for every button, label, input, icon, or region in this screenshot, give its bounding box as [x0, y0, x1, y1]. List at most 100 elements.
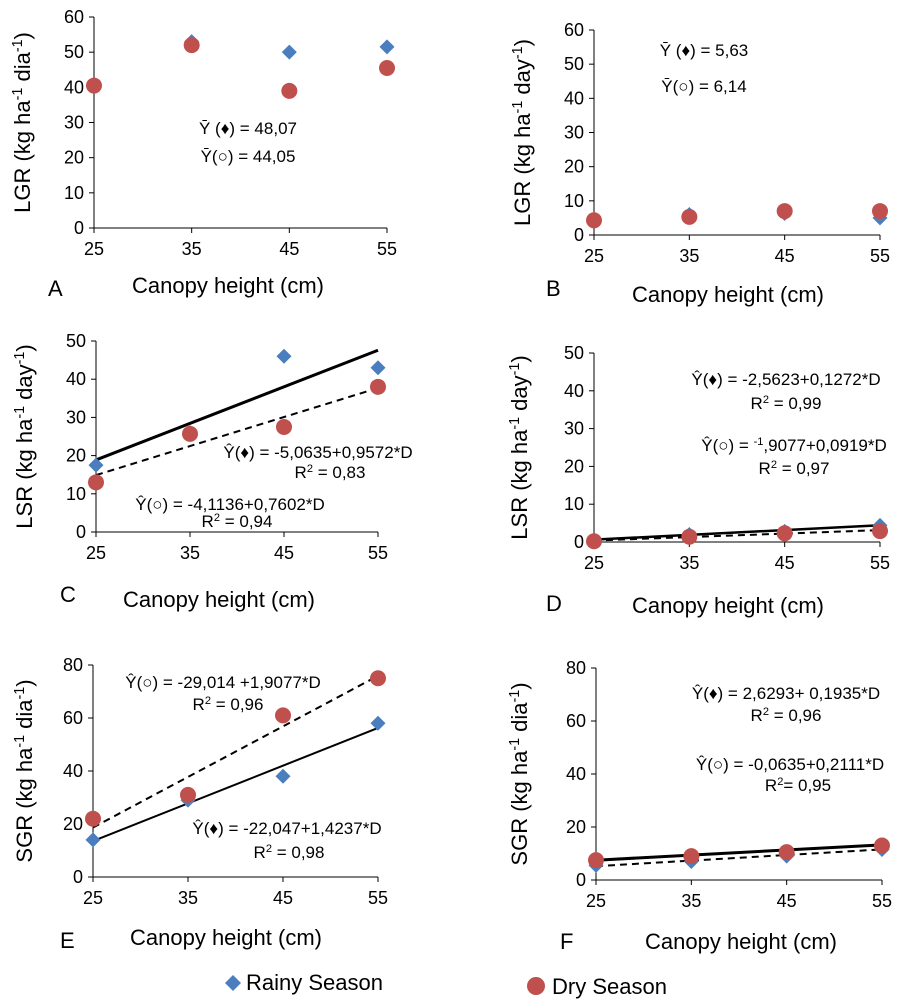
y-tick-label: 50: [564, 343, 584, 363]
panel-letter: B: [546, 276, 561, 301]
x-tick-label: 35: [182, 239, 202, 259]
dry-point: [182, 425, 198, 442]
legend: Rainy Season Dry Season: [225, 970, 667, 999]
equation-annotation: R2 = 0,96: [193, 695, 264, 714]
panel-c: 0 10 20 30 40 50 25 35 45 55 LSR (kg ha-1 day-1) Ca…: [12, 331, 413, 612]
dry-point: [281, 82, 298, 99]
x-tick-label: 35: [178, 888, 198, 908]
equation-annotation: Ŷ(○) = -0,0635+0,2111*D: [696, 755, 884, 774]
rainy-point: [275, 768, 291, 784]
legend-rainy-label: Rainy Season: [246, 970, 383, 995]
y-tick-label: 50: [66, 331, 86, 351]
x-tick-label: 45: [775, 246, 795, 266]
rainy-point: [276, 348, 292, 364]
y-axis-label: SGR (kg ha-1 dia-1): [507, 682, 532, 865]
y-tick-label: 10: [564, 191, 584, 211]
trendline-rainy: [92, 726, 379, 843]
y-axis-label: LSR (kg ha-1 day-1): [12, 344, 37, 528]
equation-annotation: R2= 0,95: [765, 776, 831, 795]
x-tick-label: 25: [584, 246, 604, 266]
panel-b: 0 10 20 30 40 50 60 25 35 45 55 LGR (kg ha-1 day-1)…: [510, 20, 890, 307]
dry-point: [588, 852, 604, 869]
y-tick-label: 30: [64, 113, 84, 133]
equation-annotation: Ȳ (♦) = 48,07: [199, 119, 297, 138]
y-tick-label: 40: [564, 381, 584, 401]
y-tick-label: 80: [63, 655, 83, 675]
y-tick-label: 10: [64, 183, 84, 203]
y-tick-label: 20: [566, 817, 586, 837]
y-axis-label: LGR (kg ha-1 day-1): [510, 39, 535, 226]
y-tick-label: 60: [63, 708, 83, 728]
x-tick-label: 35: [681, 891, 701, 911]
equation-annotation: Ŷ(○) = -4,1136+0,7602*D: [135, 495, 325, 514]
x-tick-label: 55: [870, 246, 890, 266]
y-tick-label: 20: [64, 148, 84, 168]
dry-point: [872, 523, 888, 540]
equation-annotation: R2 = 0,83: [295, 463, 366, 482]
y-tick-label: 60: [566, 711, 586, 731]
panel-a: 0 10 20 30 40 50 60 25 35 45 55 LGR (kg ha-1 dia-1)…: [10, 7, 397, 301]
y-tick-label: 20: [564, 456, 584, 476]
y-tick-label: 30: [564, 419, 584, 439]
rainy-point: [85, 832, 101, 848]
equation-annotation: Ŷ(○) = -29,014 +1,9077*D: [125, 673, 321, 692]
x-axis-label: Canopy height (cm): [632, 593, 824, 618]
panel-letter: D: [546, 591, 562, 616]
legend-rainy-marker: [225, 975, 241, 991]
y-tick-label: 10: [564, 494, 584, 514]
x-axis-label: Canopy height (cm): [130, 925, 322, 950]
x-tick-label: 55: [872, 891, 892, 911]
y-tick-label: 0: [576, 870, 586, 890]
dry-point: [370, 670, 386, 687]
dry-point: [85, 810, 101, 827]
dry-point: [183, 37, 200, 54]
rainy-point: [281, 44, 297, 60]
y-axis-label: SGR (kg ha-1 dia-1): [12, 679, 37, 862]
y-tick-label: 0: [74, 218, 84, 238]
dry-point: [872, 203, 888, 220]
x-axis-label: Canopy height (cm): [632, 282, 824, 307]
panel-letter: A: [48, 276, 63, 301]
y-axis-label: LGR (kg ha-1 dia-1): [10, 32, 35, 213]
dry-point: [874, 837, 890, 854]
x-tick-label: 45: [777, 891, 797, 911]
y-tick-label: 20: [63, 814, 83, 834]
y-tick-label: 40: [566, 764, 586, 784]
dry-point: [275, 707, 291, 724]
dry-point: [778, 844, 795, 861]
trendline-rainy: [95, 348, 379, 462]
equation-annotation: R2 = 0,98: [254, 843, 325, 862]
equation-annotation: Ŷ(♦) = -5,0635+0,9572*D: [223, 443, 412, 462]
x-tick-label: 45: [273, 888, 293, 908]
y-tick-label: 0: [73, 867, 83, 887]
trendline-dry: [92, 674, 379, 829]
dry-point: [681, 208, 698, 225]
x-tick-label: 25: [584, 553, 604, 573]
panel-d: 0 10 20 30 40 50 25 35 45 55 LSR (kg ha-1 day-1) Ca…: [507, 343, 890, 618]
y-tick-label: 40: [64, 77, 84, 97]
y-tick-label: 0: [574, 532, 584, 552]
equation-annotation: Ȳ (♦) = 5,63: [660, 41, 749, 60]
legend-dry-marker: [527, 977, 545, 995]
x-axis-label: Canopy height (cm): [645, 929, 837, 954]
y-tick-label: 60: [564, 20, 584, 40]
legend-dry-label: Dry Season: [552, 974, 667, 999]
y-tick-label: 60: [64, 7, 84, 27]
x-tick-label: 45: [274, 543, 294, 563]
x-tick-label: 55: [368, 888, 388, 908]
y-tick-label: 50: [64, 42, 84, 62]
x-tick-label: 45: [279, 239, 299, 259]
x-axis-label: Canopy height (cm): [123, 587, 315, 612]
rainy-point: [379, 39, 395, 55]
y-tick-label: 0: [76, 522, 86, 542]
x-tick-label: 25: [586, 891, 606, 911]
dry-point: [776, 525, 793, 542]
panel-letter: C: [60, 582, 76, 607]
y-tick-label: 40: [66, 369, 86, 389]
x-axis-label: Canopy height (cm): [132, 273, 324, 298]
rainy-point: [88, 457, 104, 473]
dry-point: [180, 786, 196, 803]
equation-annotation: R2 = 0,97: [759, 459, 830, 478]
dry-point: [370, 378, 386, 395]
